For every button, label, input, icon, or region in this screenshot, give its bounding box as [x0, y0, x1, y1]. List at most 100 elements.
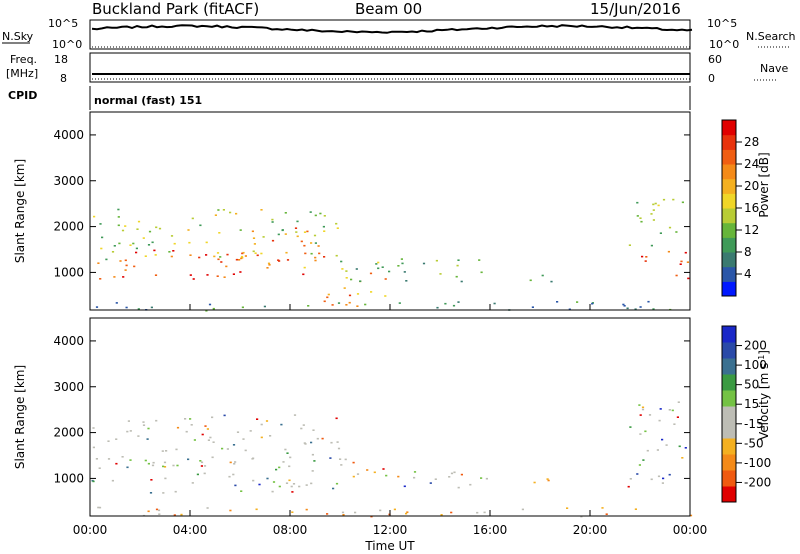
power-cell — [675, 231, 678, 233]
power-cell — [436, 306, 439, 309]
velocity-cell — [642, 459, 645, 461]
velocity-cell — [668, 473, 671, 476]
velocity-cell — [204, 425, 207, 427]
velocity-cell — [639, 414, 642, 416]
power-cell — [652, 209, 655, 211]
power-cell — [336, 227, 339, 229]
colorbar-tick-label: 8 — [744, 245, 752, 259]
velocity-cell — [272, 481, 276, 483]
power-cell — [137, 308, 140, 310]
power-cell — [541, 274, 544, 277]
colorbar-tick-label: 24 — [744, 157, 759, 171]
power-cell — [672, 198, 675, 201]
colorbar-tick-label: -15 — [744, 417, 764, 431]
power-cell — [384, 295, 387, 297]
velocity-cell — [163, 466, 167, 468]
velocity-cell — [330, 441, 333, 444]
velocity-cell — [302, 424, 305, 426]
colorbar-frame — [721, 325, 737, 503]
colorbar-swatch — [722, 326, 736, 343]
velocity-cell — [533, 481, 536, 484]
nsearch-tick-top: 10^5 — [707, 17, 737, 30]
power-cell — [323, 230, 326, 232]
power-cell — [478, 259, 481, 261]
power-cell — [310, 242, 313, 244]
power-cell — [384, 278, 387, 280]
power-cell — [341, 268, 344, 270]
velocity-cell — [256, 418, 259, 420]
power-cell — [397, 265, 400, 267]
power-cell — [225, 265, 228, 268]
velocity-cell — [92, 480, 95, 483]
velocity-cell — [249, 430, 252, 432]
velocity-cell — [393, 508, 396, 511]
power-cell — [168, 251, 171, 253]
velocity-cell — [244, 449, 247, 452]
power-cell — [300, 240, 303, 243]
freq-unit: [MHz] — [6, 67, 38, 80]
power-cell — [223, 276, 226, 278]
power-cell — [345, 304, 348, 306]
colorbar-tick-label: 100 — [744, 358, 767, 372]
power-cell — [189, 254, 192, 256]
power-cell — [327, 293, 330, 296]
power-cell — [154, 274, 158, 276]
nave-label: Nave — [760, 62, 788, 75]
velocity-cell — [172, 464, 175, 467]
nsearch-label: N.Search — [746, 30, 796, 43]
velocity-cell — [212, 441, 215, 443]
velocity-cell — [115, 438, 118, 440]
velocity-cell — [344, 458, 347, 461]
velocity-cell — [147, 510, 150, 513]
power-cell — [229, 211, 232, 214]
velocity-cell — [232, 444, 236, 446]
velocity-cell — [187, 458, 190, 461]
colorbar-swatch — [722, 422, 736, 439]
power-cell — [377, 267, 380, 270]
velocity-cell — [521, 508, 524, 511]
power-cell — [345, 270, 348, 272]
power-cell — [205, 254, 208, 256]
velocity-cell — [476, 511, 479, 514]
velocity-cell — [223, 414, 226, 417]
power-cell — [242, 251, 245, 254]
velocity-cell — [340, 464, 343, 466]
velocity-cell — [207, 439, 210, 441]
power-cell — [135, 247, 138, 250]
power-cell — [306, 230, 309, 233]
velocity-cell — [469, 483, 472, 486]
power-cell — [263, 305, 266, 308]
power-cell — [284, 233, 287, 235]
power-cell — [212, 307, 215, 310]
power-cell — [686, 261, 689, 263]
power-ylabel: Slant Range [km] — [13, 159, 27, 263]
velocity-cell — [303, 442, 306, 444]
power-cell — [591, 302, 594, 305]
velocity-cell — [252, 479, 255, 482]
velocity-cell — [150, 479, 153, 481]
power-cell — [680, 260, 683, 263]
power-cell — [623, 305, 626, 307]
colorbar-tick-label: 200 — [744, 339, 767, 353]
velocity-cell — [662, 477, 665, 480]
velocity-cell — [370, 515, 373, 518]
power-cell — [260, 209, 263, 211]
power-cell — [304, 252, 307, 255]
power-cell — [550, 280, 553, 283]
power-cell — [254, 252, 257, 254]
velocity-cell — [286, 452, 289, 454]
power-cell — [641, 255, 644, 258]
power-cell — [285, 251, 288, 254]
power-panel-frame — [89, 111, 691, 311]
colorbar-swatch — [722, 390, 736, 407]
power-cell — [576, 301, 579, 303]
velocity-cell — [184, 418, 187, 420]
nsky-tick-top: 10^5 — [48, 17, 78, 30]
power-cell — [314, 259, 317, 262]
power-cell — [129, 244, 132, 246]
power-cell — [93, 215, 96, 218]
power-cell — [645, 256, 648, 258]
velocity-cell — [151, 464, 155, 467]
velocity-cell — [200, 465, 203, 467]
power-cell — [191, 217, 194, 220]
